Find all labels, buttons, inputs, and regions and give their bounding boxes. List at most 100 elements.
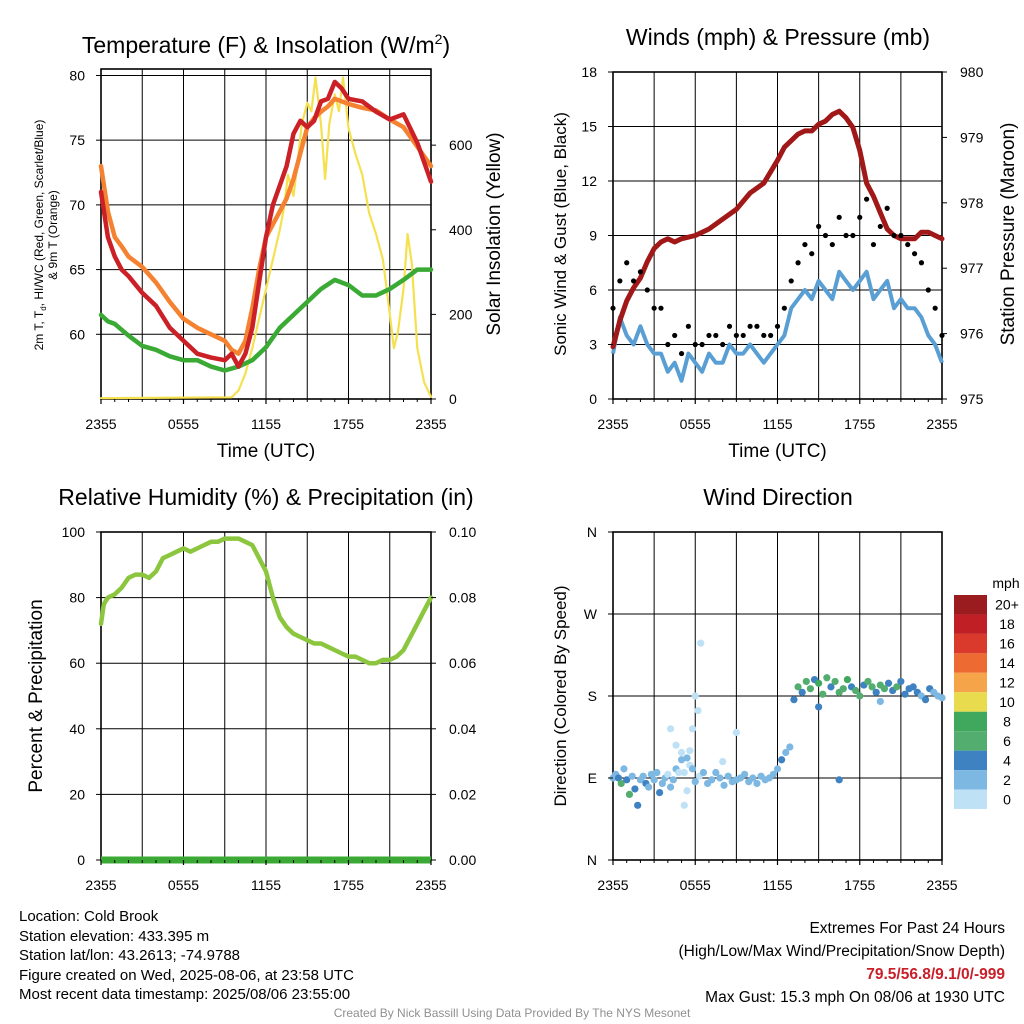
winds-gust-point [795,260,801,266]
wind-direction-point [831,677,839,686]
temperature-series-line [99,76,433,400]
wind-direction-legend-swatch [954,672,987,693]
temperature-ytick-right-label: 0 [449,391,457,407]
wind-direction-point [691,778,699,786]
winds-gust-point [699,341,705,348]
temperature-ytick-label: 70 [69,197,85,213]
wind-direction-legend-label: 20+ [995,597,1019,613]
winds-gust-point [637,269,644,275]
wind-direction-legend-swatch [954,595,987,615]
winds-gust-point [768,332,774,339]
temperature-ytick-right-label: 400 [449,222,473,238]
wind-direction-point [691,692,699,700]
wind-direction-point [868,683,876,691]
wind-direction-point [656,788,664,797]
wind-direction-legend-swatch [954,789,987,809]
temperature-xtick-label: 2355 [415,416,446,432]
winds-gust-point [733,332,739,339]
wind-direction-ytick-label: E [588,770,597,786]
winds-ytick-label: 12 [581,173,597,189]
humidity-title: Relative Humidity (%) & Precipitation (i… [58,484,473,510]
temperature-xtick-label: 2355 [85,416,116,432]
winds-ytick-label: 9 [589,228,597,244]
temperature-xlabel: Time (UTC) [217,441,316,462]
winds-gust-point [781,305,787,311]
winds-gust-point [829,241,835,248]
wind-direction-legend-label: 4 [1003,752,1011,768]
wind-direction-point [753,779,761,788]
winds-gust-point [939,332,945,339]
winds-gust-point [713,332,719,339]
extremes-info: Extremes For Past 24 Hours (High/Low/Max… [679,917,1006,1009]
wind-direction-ylabel: Direction (Colored By Speed) [551,585,570,806]
winds-gust-point [925,287,931,293]
wind-direction-point [769,770,777,778]
wind-direction-point [806,685,815,693]
winds-panel: Winds (mph) & Pressure (mb) 0 3 6 9 12 15 18 975… [551,24,1019,462]
wind-direction-point [623,776,631,784]
wind-direction-point [732,728,740,737]
wind-direction-point [798,688,806,696]
wind-direction-legend-swatch [954,770,987,790]
wind-direction-ytick-label: N [587,852,597,868]
winds-ytick-right-label: 980 [960,64,984,80]
winds-gust-point [898,232,904,239]
wind-direction-point [680,801,688,809]
wind-direction-legend-label: 14 [999,655,1015,671]
wind-direction-point [909,683,917,691]
temperature-ylabel-right: Solar Insolation (Yellow) [484,132,505,335]
wind-direction-point [699,768,708,777]
wind-direction-point [773,765,782,773]
wind-direction-point [617,779,625,788]
winds-gust-point [911,251,918,257]
wind-direction-point [650,776,658,784]
winds-ylabel-right: Station Pressure (Maroon) [998,123,1019,346]
station-location: Location: Cold Brook [19,908,159,925]
winds-gust-point [788,278,794,284]
winds-xtick-label: 0555 [680,416,711,432]
winds-gust-point [630,278,637,284]
winds-gust-point [809,251,815,257]
wind-direction-point [666,725,675,733]
wind-direction-point [620,765,628,773]
humidity-panel: Relative Humidity (%) & Precipitation (i… [26,484,476,893]
wind-direction-legend-label: 6 [1003,733,1011,749]
winds-gust-point [843,232,849,239]
wind-direction-point [716,774,724,782]
wind-direction-point [880,685,889,693]
wind-direction-ytick-label: S [588,688,597,704]
humidity-ytick-right-label: 0.10 [449,524,476,540]
wind-direction-point [852,686,860,695]
winds-gust-point [802,241,808,248]
wind-direction-point [901,690,909,698]
winds-gust-point [692,341,698,348]
winds-gust-point [747,323,753,329]
winds-gust-point [651,305,657,311]
winds-ytick-label: 6 [589,282,597,298]
max-gust: Max Gust: 15.3 mph On 08/06 at 1930 UTC [705,989,1005,1006]
wind-direction-xtick-label: 1755 [844,877,875,893]
wind-direction-point [683,754,691,762]
winds-gust-point [836,214,842,220]
winds-gust-point [740,332,746,339]
humidity-ytick-right-label: 0.04 [449,721,476,737]
temperature-xtick-label: 0555 [168,416,199,432]
wind-direction-point [790,696,798,704]
wind-direction-point [741,770,749,778]
humidity-ytick-label: 20 [69,786,85,802]
winds-gust-point [706,332,712,339]
temperature-series-line [98,267,434,373]
winds-xtick-label: 2355 [926,416,957,432]
humidity-ytick-label: 0 [77,852,85,868]
wind-direction-point [884,679,893,687]
wind-direction-point [683,787,691,795]
humidity-ytick-right-label: 0.06 [449,655,476,671]
wind-direction-point [864,677,872,686]
winds-ytick-label: 15 [581,119,597,135]
winds-ytick-right-label: 975 [960,391,984,407]
wind-direction-xtick-label: 2355 [926,877,957,893]
wind-direction-point [719,758,727,766]
humidity-ytick-right-label: 0.00 [449,852,476,868]
wind-direction-point [782,748,790,757]
wind-direction-point [720,781,728,789]
